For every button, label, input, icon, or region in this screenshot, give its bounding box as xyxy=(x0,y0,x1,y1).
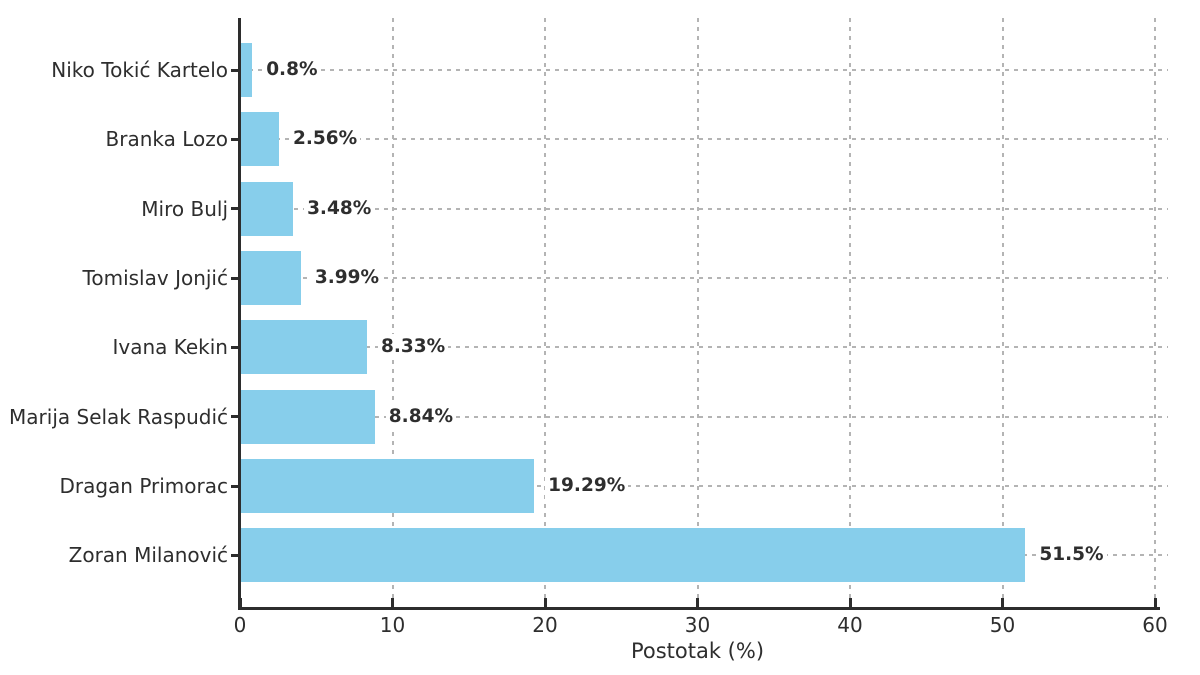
x-tick-mark xyxy=(238,598,242,607)
x-tick-mark xyxy=(1001,598,1004,607)
x-tick-mark xyxy=(848,598,852,607)
bar-value-label: 8.84% xyxy=(385,403,456,430)
category-label: Marija Selak Raspudić xyxy=(9,404,228,429)
y-tick-mark xyxy=(231,137,239,141)
bar xyxy=(240,459,535,514)
category-label: Tomislav Jonjić xyxy=(82,266,228,291)
vertical-gridline xyxy=(696,18,699,607)
vertical-gridline xyxy=(544,18,546,607)
y-tick-mark xyxy=(231,553,239,557)
bar-value-label: 2.56% xyxy=(290,126,361,153)
bar-value-label: 51.5% xyxy=(1036,542,1107,569)
bar xyxy=(240,320,368,375)
bar xyxy=(240,112,280,167)
horizontal-gridline xyxy=(240,415,1168,418)
x-tick-mark xyxy=(391,598,394,607)
y-tick-mark xyxy=(231,276,239,280)
bar-value-label: 3.99% xyxy=(311,265,383,292)
bar xyxy=(240,528,1026,583)
y-tick-mark xyxy=(231,345,239,349)
y-axis-line xyxy=(238,18,241,610)
horizontal-gridline xyxy=(240,346,1168,349)
x-tick-mark xyxy=(696,598,699,607)
category-label: Miro Bulj xyxy=(141,196,228,221)
bar-value-label: 3.48% xyxy=(304,195,375,222)
vertical-gridline xyxy=(1154,18,1156,607)
x-tick-label: 40 xyxy=(837,613,863,637)
vertical-gridline xyxy=(391,18,394,607)
category-label: Niko Tokić Kartelo xyxy=(51,58,228,82)
category-label: Ivana Kekin xyxy=(112,335,228,360)
y-tick-mark xyxy=(231,207,239,211)
x-axis-title: Postotak (%) xyxy=(630,639,765,663)
horizontal-gridline xyxy=(240,485,1168,488)
x-tick-mark xyxy=(543,598,547,607)
x-tick-mark xyxy=(1153,598,1157,607)
category-label: Zoran Milanović xyxy=(68,543,228,568)
bar xyxy=(240,389,375,444)
bar xyxy=(240,43,253,97)
x-tick-label: 0 xyxy=(233,613,247,637)
x-tick-label: 10 xyxy=(379,613,406,637)
category-label: Branka Lozo xyxy=(105,127,228,152)
horizontal-gridline xyxy=(240,138,1168,141)
x-tick-label: 20 xyxy=(532,613,558,637)
horizontal-gridline xyxy=(240,207,1168,210)
bar-value-label: 19.29% xyxy=(545,473,629,500)
vertical-gridline xyxy=(849,18,851,607)
bar-value-label: 0.8% xyxy=(263,57,321,83)
x-axis-line xyxy=(238,607,1160,610)
horizontal-gridline xyxy=(240,277,1168,280)
bar xyxy=(240,181,294,236)
x-tick-label: 30 xyxy=(684,613,711,637)
horizontal-gridline xyxy=(240,69,1168,71)
y-tick-mark xyxy=(231,415,239,419)
y-tick-mark xyxy=(231,484,239,488)
x-tick-label: 50 xyxy=(989,613,1016,637)
bar-value-label: 8.33% xyxy=(378,334,449,361)
x-tick-label: 60 xyxy=(1142,613,1168,637)
plot-area: 0.8% 2.56% 3.48% 3.99% 8.33% 8.84% 19.29% 51.5% xyxy=(231,18,1168,610)
y-tick-mark xyxy=(231,68,239,72)
category-label: Dragan Primorac xyxy=(59,474,228,499)
bar xyxy=(240,251,301,306)
vertical-gridline xyxy=(1001,18,1004,607)
